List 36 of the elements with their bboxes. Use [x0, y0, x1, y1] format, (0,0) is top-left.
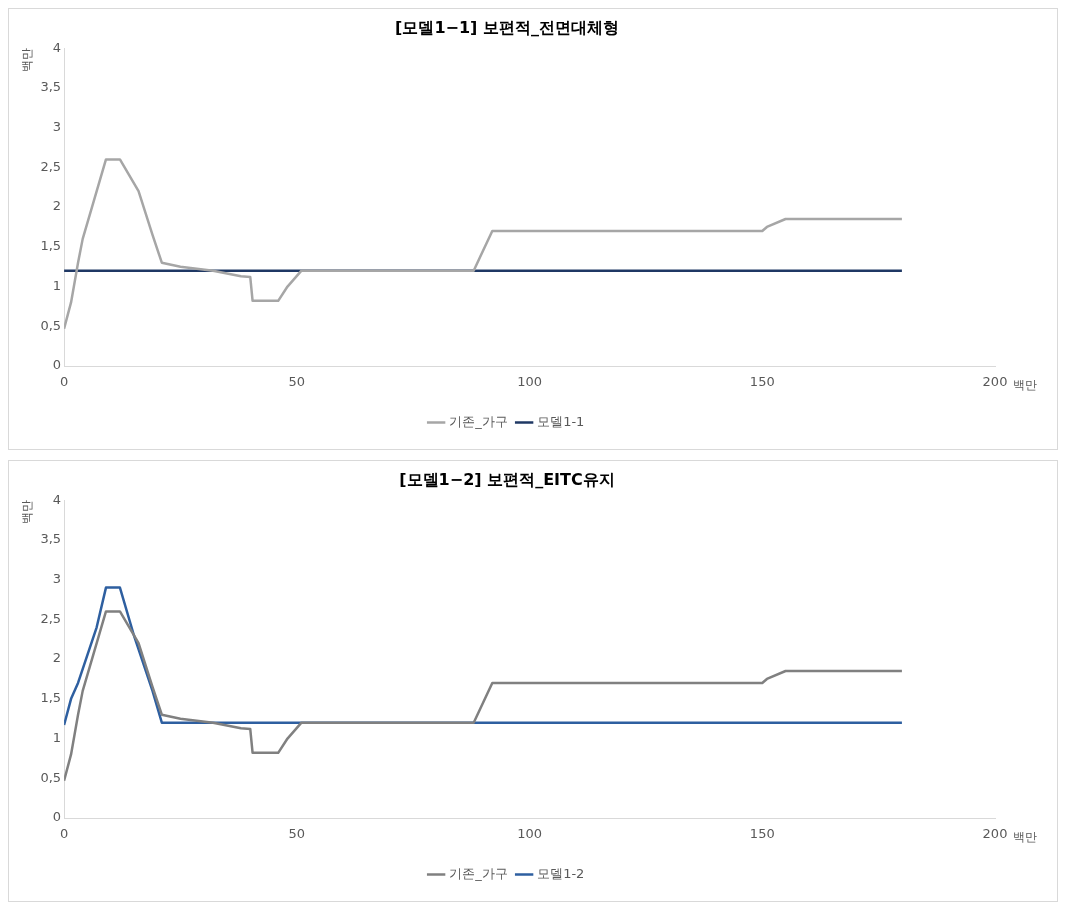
- x-tick-label: 150: [749, 825, 775, 841]
- chart-title: [모델1−1] 보편적_전면대체형: [395, 17, 619, 37]
- y-axis-title: 백만: [20, 48, 35, 73]
- y-axis-title: 백만: [20, 500, 35, 525]
- chart-title: [모델1−2] 보편적_EITC유지: [399, 469, 615, 489]
- y-tick-label: 0,5: [40, 317, 62, 333]
- y-tick-label: 2,5: [40, 158, 62, 174]
- y-tick-label: 4: [52, 39, 62, 55]
- x-tick-label: 100: [517, 825, 542, 841]
- y-tick-label: 1: [52, 277, 62, 293]
- y-tick-label: 3,5: [40, 79, 62, 95]
- y-tick-label: 0: [52, 809, 62, 825]
- legend-label: 모델1-2: [537, 865, 585, 881]
- y-tick-label: 1,5: [40, 690, 62, 706]
- legend-label: 기존_가구: [449, 413, 508, 429]
- y-tick-label: 4: [52, 491, 62, 507]
- x-axis-title: 백만: [1013, 830, 1038, 845]
- y-tick-label: 3: [52, 119, 62, 135]
- y-tick-label: 2: [52, 198, 62, 214]
- y-tick-label: 2,5: [40, 610, 62, 626]
- x-tick-label: 100: [517, 373, 542, 389]
- legend-label: 기존_가구: [449, 865, 508, 881]
- y-tick-label: 2: [52, 650, 62, 666]
- legend-label: 모델1-1: [537, 413, 585, 429]
- x-tick-label: 50: [288, 373, 306, 389]
- y-tick-label: 1,5: [40, 238, 62, 254]
- y-tick-label: 1: [52, 729, 62, 745]
- x-tick-label: 200: [982, 825, 1008, 841]
- x-tick-label: 50: [288, 825, 306, 841]
- x-tick-label: 150: [749, 373, 775, 389]
- y-tick-label: 3,5: [40, 531, 62, 547]
- y-tick-label: 0: [52, 357, 62, 373]
- x-axis-title: 백만: [1013, 378, 1038, 393]
- x-tick-label: 200: [982, 373, 1008, 389]
- y-tick-label: 0,5: [40, 769, 62, 785]
- y-tick-label: 3: [52, 571, 62, 587]
